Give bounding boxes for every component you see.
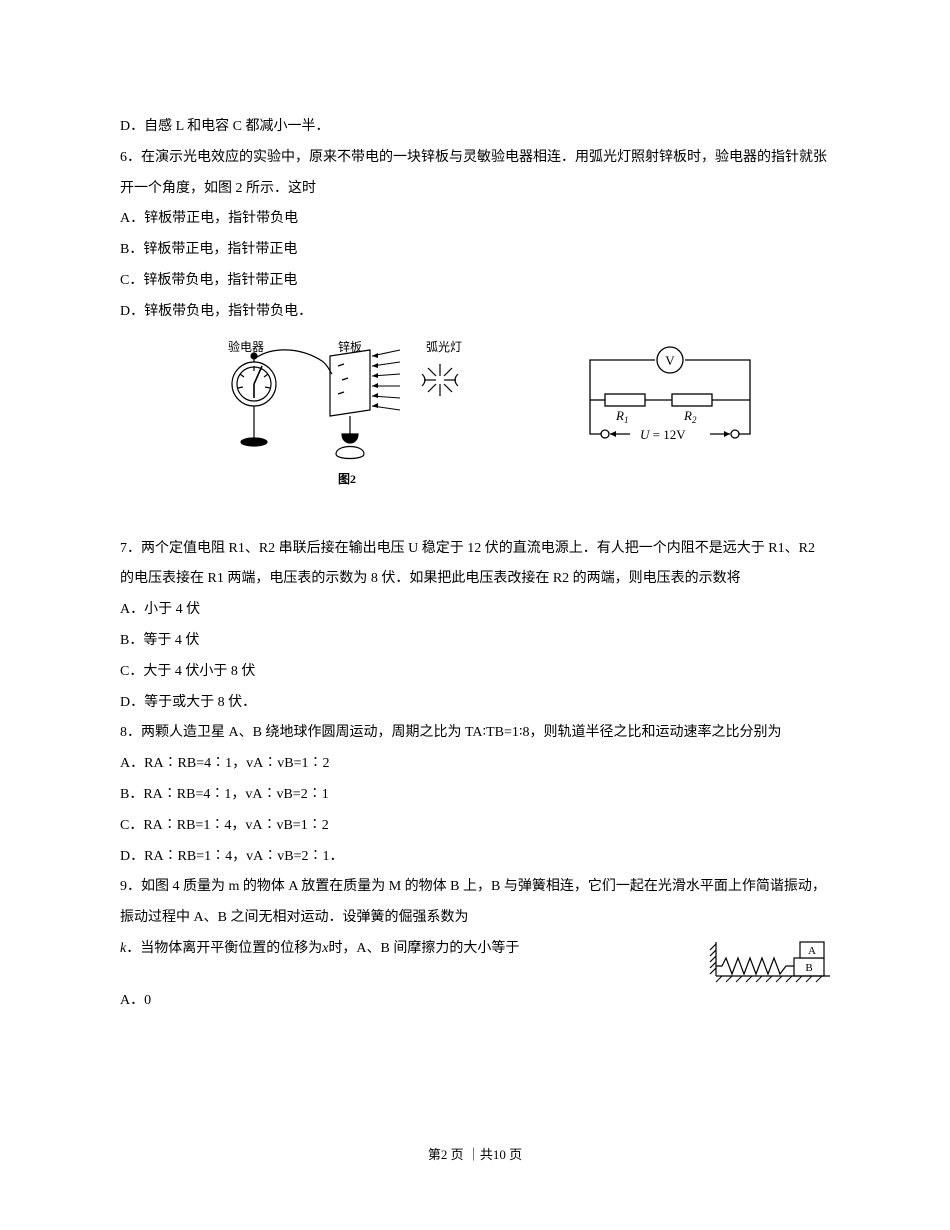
q9-option-a: A．0 [120, 986, 830, 1017]
q9-stem-b-prefix: ．当物体离开平衡位置的位移为 [126, 941, 322, 956]
q7-option-c: C．大于 4 伏小于 8 伏 [120, 657, 830, 688]
q6-option-a: A．锌板带正电，指针带负电 [120, 204, 830, 235]
label-fig2-caption: 图2 [338, 466, 356, 492]
q6-option-c: C．锌板带负电，指针带正电 [120, 266, 830, 297]
q9-stem-b-suffix: 时，A、B 间摩擦力的大小等于 [328, 941, 519, 956]
q7-stem: 7．两个定值电阻 R1、R2 串联后接在输出电压 U 稳定于 12 伏的直流电源… [120, 534, 830, 596]
q7-option-b: B．等于 4 伏 [120, 626, 830, 657]
spacer [120, 506, 830, 534]
label-zinc: 锌板 [338, 334, 362, 360]
q9-line-with-fig: A B k．当物体离开平衡位置的位移为x时，A、B 间摩擦力的大小等于 [120, 934, 830, 986]
r1-label: R1 [615, 408, 628, 425]
figure-spring-blocks: A B [710, 936, 830, 986]
circuit-svg: V R1 R2 U = 12V [560, 342, 780, 462]
q7-option-d: D．等于或大于 8 伏． [120, 688, 830, 719]
q8-option-d: D．RA∶RB=1∶4，vA∶vB=2∶1． [120, 842, 830, 873]
figure-electroscope: 验电器 锌板 弧光灯 图2 [230, 336, 480, 496]
u-label: U = 12V [640, 427, 686, 442]
q6-option-d: D．锌板带负电，指针带负电． [120, 297, 830, 328]
q6-option-b: B．锌板带正电，指针带正电 [120, 235, 830, 266]
q8-stem: 8．两颗人造卫星 A、B 绕地球作圆周运动，周期之比为 TA∶TB=1∶8，则轨… [120, 718, 830, 749]
page-footer: 第2 页 ｜共10 页 [0, 1141, 950, 1170]
r2-label: R2 [683, 408, 697, 425]
q8-option-b: B．RA∶RB=4∶1，vA∶vB=2∶1 [120, 780, 830, 811]
page-container: D．自感 L 和电容 C 都减小一半． 6．在演示光电效应的实验中，原来不带电的… [0, 0, 950, 1230]
q7-option-a: A．小于 4 伏 [120, 595, 830, 626]
voltmeter-v: V [665, 353, 675, 368]
content-area: D．自感 L 和电容 C 都减小一半． 6．在演示光电效应的实验中，原来不带电的… [120, 112, 830, 1017]
q8-option-a: A．RA∶RB=4∶1，vA∶vB=1∶2 [120, 749, 830, 780]
q9-stem-a: 9．如图 4 质量为 m 的物体 A 放置在质量为 M 的物体 B 上，B 与弹… [120, 872, 830, 934]
q9-stem-b: k．当物体离开平衡位置的位移为x时，A、B 间摩擦力的大小等于 [120, 941, 519, 956]
q6-stem: 6．在演示光电效应的实验中，原来不带电的一块锌板与灵敏验电器相连．用弧光灯照射锌… [120, 143, 830, 205]
label-arc: 弧光灯 [426, 334, 462, 360]
block-a-label: A [808, 945, 816, 957]
figures-row: 验电器 锌板 弧光灯 图2 [120, 336, 830, 496]
q8-option-c: C．RA∶RB=1∶4，vA∶vB=1∶2 [120, 811, 830, 842]
q5-option-d: D．自感 L 和电容 C 都减小一半． [120, 112, 830, 143]
spring-svg: A B [710, 936, 830, 986]
figure-circuit: V R1 R2 U = 12V [560, 342, 780, 462]
block-b-label: B [805, 962, 812, 974]
label-electroscope: 验电器 [228, 334, 264, 360]
